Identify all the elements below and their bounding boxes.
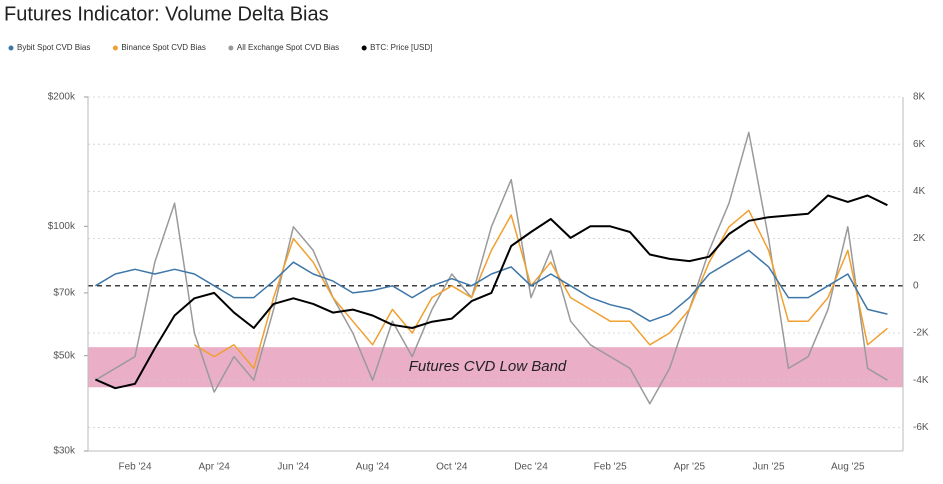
x-tick-label: Oct '24: [436, 462, 468, 473]
series-line: [95, 131, 888, 405]
legend-label: Bybit Spot CVD Bias: [17, 43, 90, 52]
y2-tick-label: 4K: [913, 186, 926, 197]
legend-marker: [361, 45, 367, 51]
y2-tick-label: 2K: [913, 233, 926, 244]
y-tick-label: $200k: [48, 92, 76, 103]
legend-marker: [228, 45, 234, 51]
x-tick-label: Jun '24: [277, 462, 309, 473]
series-line: [95, 249, 888, 322]
x-tick-label: Apr '25: [674, 462, 706, 473]
x-tick-label: Apr '24: [199, 462, 231, 473]
y-tick-label: $50k: [53, 350, 76, 361]
series-line: [94, 194, 888, 390]
y2-tick-label: 6K: [913, 139, 926, 150]
series-line: [194, 209, 888, 370]
x-tick-label: Dec '24: [514, 462, 548, 473]
x-tick-label: Feb '24: [118, 462, 151, 473]
y2-tick-label: -6K: [913, 422, 929, 433]
legend-marker: [8, 45, 14, 51]
band-label: Futures CVD Low Band: [409, 358, 567, 375]
x-tick-label: Aug '25: [831, 462, 865, 473]
y2-tick-label: -2K: [913, 328, 929, 339]
y2-tick-label: 8K: [913, 92, 926, 103]
x-tick-label: Jun '25: [753, 462, 785, 473]
x-tick-label: Feb '25: [594, 462, 627, 473]
y2-tick-label: 0: [913, 280, 919, 291]
y-tick-label: $30k: [53, 446, 76, 457]
legend-label: BTC: Price [USD]: [370, 43, 432, 52]
legend-label: All Exchange Spot CVD Bias: [237, 43, 339, 52]
x-tick-label: Aug '24: [356, 462, 390, 473]
legend-marker: [112, 45, 118, 51]
chart-title: Futures Indicator: Volume Delta Bias: [4, 3, 329, 25]
legend-label: Binance Spot CVD Bias: [121, 43, 206, 52]
y-tick-label: $100k: [48, 221, 76, 232]
y2-tick-label: -4K: [913, 375, 929, 386]
y-tick-label: $70k: [53, 288, 76, 299]
